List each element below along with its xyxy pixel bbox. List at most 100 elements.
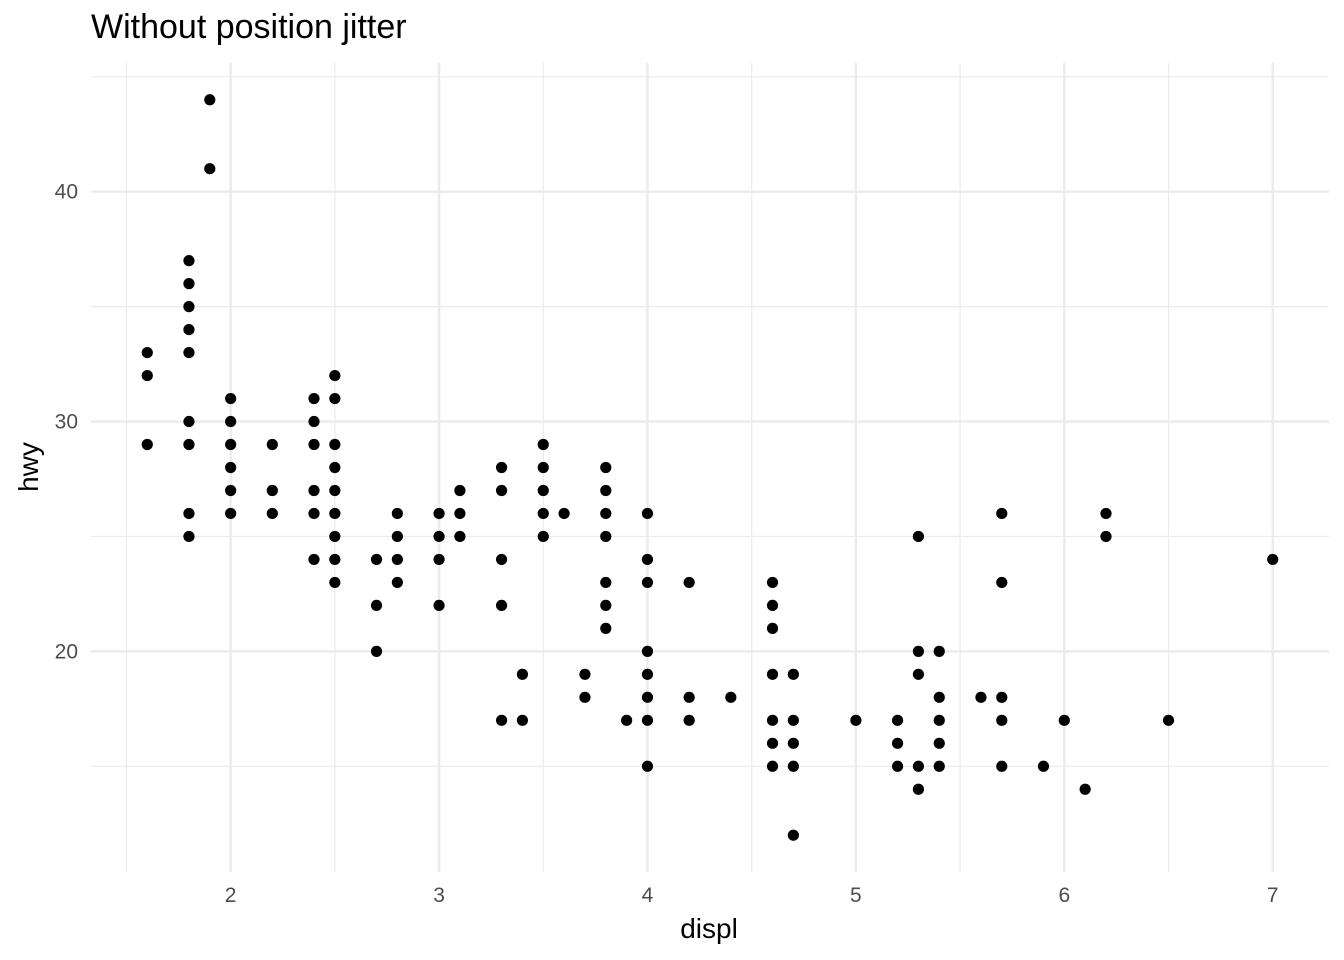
data-point: [225, 438, 237, 451]
data-point: [933, 691, 945, 703]
data-point: [329, 392, 341, 405]
data-point: [996, 576, 1008, 589]
data-point: [725, 691, 737, 703]
data-point: [537, 438, 549, 451]
data-point: [141, 438, 153, 451]
data-point: [391, 530, 403, 543]
data-point: [891, 737, 904, 749]
data-point: [183, 438, 195, 451]
data-point: [141, 346, 153, 359]
data-point: [683, 691, 695, 703]
data-point: [933, 645, 945, 657]
data-point: [516, 714, 529, 726]
data-point: [433, 507, 445, 520]
data-point: [225, 461, 237, 474]
data-point: [329, 484, 341, 497]
data-point: [329, 576, 341, 589]
data-point: [454, 530, 466, 543]
data-points: [141, 94, 1279, 841]
data-point: [308, 507, 320, 520]
data-point: [912, 668, 925, 680]
data-point: [766, 599, 779, 611]
data-point: [516, 668, 529, 680]
x-tick-label: 3: [433, 884, 445, 907]
data-point: [996, 760, 1008, 772]
data-point: [495, 599, 508, 611]
data-point: [370, 645, 383, 657]
x-tick-label: 6: [1058, 884, 1070, 907]
data-point: [933, 714, 945, 726]
data-point: [891, 760, 904, 772]
minor-gridlines: [91, 63, 1329, 872]
data-point: [266, 438, 278, 451]
data-point: [433, 599, 445, 611]
data-point: [787, 760, 799, 772]
data-point: [308, 438, 320, 451]
data-point: [600, 484, 612, 497]
data-point: [641, 691, 654, 703]
x-axis-title: displ: [680, 913, 738, 944]
data-point: [391, 576, 403, 589]
y-axis-tick-labels: 20 30 40: [55, 181, 78, 664]
y-tick-label: 40: [55, 181, 78, 204]
data-point: [183, 255, 195, 267]
data-point: [641, 668, 654, 680]
data-point: [266, 507, 278, 520]
data-point: [308, 484, 320, 497]
data-point: [329, 461, 341, 474]
data-point: [537, 530, 549, 543]
data-point: [225, 392, 237, 405]
data-point: [183, 324, 195, 336]
data-point: [641, 553, 654, 566]
data-point: [183, 530, 195, 543]
data-point: [1100, 530, 1112, 543]
data-point: [454, 484, 466, 497]
data-point: [766, 668, 779, 680]
data-point: [1079, 783, 1091, 795]
data-point: [1037, 760, 1050, 772]
data-point: [787, 829, 799, 841]
data-point: [975, 691, 987, 703]
data-point: [912, 645, 925, 657]
data-point: [912, 530, 925, 543]
data-point: [621, 714, 633, 726]
data-point: [641, 760, 654, 772]
data-point: [766, 622, 779, 634]
data-point: [766, 737, 779, 749]
data-point: [850, 714, 862, 726]
data-point: [600, 599, 612, 611]
data-point: [787, 737, 799, 749]
data-point: [329, 507, 341, 520]
data-point: [641, 576, 654, 589]
data-point: [329, 553, 341, 566]
data-point: [433, 553, 445, 566]
data-point: [641, 714, 654, 726]
data-point: [454, 507, 466, 520]
x-tick-label: 2: [225, 884, 237, 907]
data-point: [308, 392, 320, 405]
data-point: [433, 530, 445, 543]
data-point: [266, 484, 278, 497]
data-point: [891, 714, 904, 726]
data-point: [787, 668, 799, 680]
data-point: [391, 553, 403, 566]
data-point: [183, 507, 195, 520]
data-point: [996, 507, 1008, 520]
data-point: [183, 301, 195, 313]
data-point: [912, 783, 925, 795]
data-point: [391, 507, 403, 520]
data-point: [766, 760, 779, 772]
x-tick-label: 7: [1267, 884, 1279, 907]
chart-title: Without position jitter: [91, 8, 407, 46]
data-point: [579, 668, 591, 680]
data-point: [495, 714, 508, 726]
data-point: [183, 415, 195, 428]
data-point: [537, 484, 549, 497]
data-point: [1100, 507, 1112, 520]
data-point: [996, 691, 1008, 703]
data-point: [933, 760, 945, 772]
y-axis-title: hwy: [13, 442, 44, 492]
x-axis-tick-labels: 2 3 4 5 6 7: [225, 884, 1279, 907]
data-point: [204, 94, 216, 106]
